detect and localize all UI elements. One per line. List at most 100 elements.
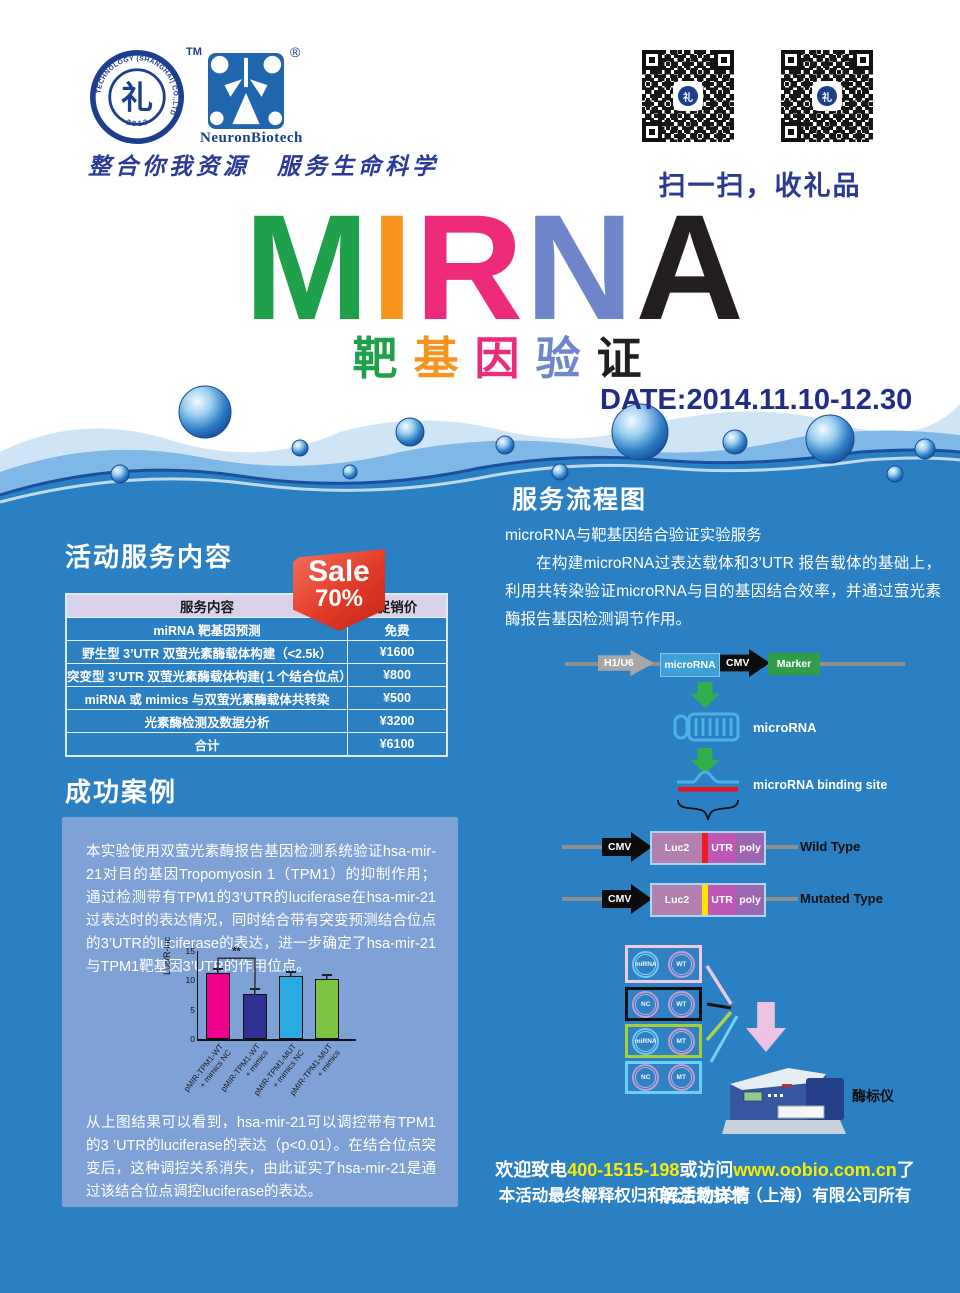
promo-date: DATE:2014.11.10-12.30 — [600, 384, 913, 416]
footer-contact-line: 欢迎致电400-1515-198或访问www.oobio.com.cn了解活动详… — [495, 1156, 915, 1208]
service-cell: miRNA 靶基因预测 — [67, 618, 348, 640]
promoter-label: CMV — [608, 841, 632, 853]
title-letter-a: A — [635, 183, 746, 351]
price-cell: ¥3200 — [379, 714, 415, 728]
luciferase-bar-chart: Luc/R-luc pMIR-TPM1-WT + mimics NC pMIR-T… — [162, 937, 356, 1097]
chart-ytick: 5 — [190, 1004, 195, 1015]
table-row: 光素酶检测及数据分析 ¥3200 — [67, 709, 446, 732]
success-heading: 成功案例 — [65, 777, 178, 807]
subtitle-char-2: 基 — [413, 333, 475, 384]
well-label: MT — [670, 1067, 692, 1088]
qr-pattern: 礼 — [642, 50, 734, 142]
pricing-table: 服务内容 促销价 miRNA 靶基因预测 免费 野生型 3’UTR 双萤光素酶载… — [65, 593, 448, 757]
well-label: NC — [635, 993, 657, 1015]
qr-finder-icon — [781, 122, 801, 142]
qr-center-logo-icon: 礼 — [814, 83, 840, 109]
error-bar — [322, 973, 332, 980]
well-label: miRNA — [635, 1030, 657, 1052]
luc2-box: Luc2 — [652, 885, 702, 915]
flow-desc-paragraph: 在构建microRNA过表达载体和3’UTR 报告载体的基础上，利用共转染验证m… — [505, 555, 941, 628]
title-letter-n: N — [525, 183, 636, 351]
plate-row-nc-mt: NC MT — [625, 1061, 702, 1094]
chart-ytick: 0 — [190, 1034, 195, 1044]
well-label: NC — [635, 1067, 657, 1088]
chart-ytick: 10 — [185, 975, 195, 986]
promoter-label: CMV — [726, 657, 750, 669]
table-row: 合计 ¥6100 — [67, 732, 446, 755]
footer-text: 了解活动详情 — [660, 1160, 915, 1206]
significance-label: ** — [232, 945, 241, 957]
footer-text: 欢迎致电 — [495, 1160, 568, 1180]
qr-finder-icon — [642, 50, 662, 70]
plate-row-mirna-wt: miRNA WT — [625, 945, 702, 983]
flow-description: microRNA与靶基因结合验证实验服务 在构建microRNA过表达载体和3’… — [505, 522, 941, 634]
service-cell: 合计 — [67, 733, 348, 755]
phone-number: 400-1515-198 — [567, 1160, 680, 1180]
qr-finder-icon — [781, 50, 801, 70]
page-title: MIRNA — [15, 192, 960, 342]
significance-bracket: ** — [217, 945, 256, 991]
utr-box: UTR — [708, 833, 736, 863]
success-conclusion: 从上图结果可以看到，hsa-mir-21可以调控带有TPM1的3 ’UTR的lu… — [86, 1115, 436, 1200]
subtitle-char-3: 因 — [474, 333, 536, 384]
well-mt: MT — [667, 1027, 695, 1055]
mutated-type-label: Mutated Type — [800, 891, 883, 906]
binding-site-label: microRNA binding site — [753, 778, 888, 792]
qr-pattern: 礼 — [781, 50, 873, 142]
well-nc: NC — [632, 1064, 660, 1091]
utr-box: UTR — [708, 885, 736, 915]
qr-center-glyph: 礼 — [817, 86, 837, 106]
promoter-label: H1/U6 — [604, 657, 634, 669]
reader-label: 酶标仪 — [852, 1088, 894, 1104]
qr-finder-icon — [642, 122, 662, 142]
svg-text:· 2 0 1 3 ·: · 2 0 1 3 · — [121, 116, 154, 128]
qr-code-left: 礼 — [637, 45, 739, 147]
well-nc: NC — [632, 990, 660, 1018]
title-letter-i: I — [371, 183, 415, 351]
gene-label: microRNA — [664, 659, 716, 671]
binding-site-icon — [677, 770, 739, 792]
error-bar — [286, 970, 296, 977]
success-panel: 本实验使用双萤光素酶报告基因检测系统验证hsa-mir-21对目的基因Tropo… — [62, 817, 458, 1207]
well-label: WT — [670, 993, 692, 1015]
plate-row-nc-wt: NC WT — [625, 987, 702, 1021]
promoter-label: CMV — [608, 893, 632, 905]
flow-heading: 服务流程图 — [512, 486, 648, 514]
microrna-label: microRNA — [753, 720, 817, 735]
service-cell: 突变型 3’UTR 双萤光素酶载体构建(１个结合位点） — [67, 664, 352, 686]
qr-center-logo-icon: 礼 — [675, 83, 701, 109]
success-intro: 本实验使用双萤光素酶报告基因检测系统验证hsa-mir-21对目的基因Tropo… — [86, 844, 436, 975]
service-cell: miRNA 或 mimics 与双萤光素酶载体共转染 — [67, 687, 348, 709]
footer-text: 或访问 — [679, 1160, 734, 1180]
neuronbiotech-wordmark: NeuronBiotech — [200, 130, 303, 146]
wild-type-construct: Luc2 UTR poly — [650, 831, 766, 865]
neuronbiotech-logo — [207, 52, 285, 130]
plate-row-mirna-mt: miRNA MT — [625, 1024, 702, 1058]
table-header-row: 服务内容 促销价 — [67, 595, 446, 617]
tm-mark: TM — [186, 46, 202, 58]
microrna-gene-box: microRNA — [660, 653, 720, 677]
binding-site-stripe-yellow — [702, 885, 708, 915]
chart-bar — [279, 975, 303, 1039]
subtitle-char-5: 证 — [596, 333, 658, 384]
well-label: WT — [670, 953, 692, 975]
microplate-reader-icon — [722, 1068, 846, 1134]
well-mt: MT — [667, 1064, 695, 1091]
table-row: 野生型 3’UTR 双萤光素酶载体构建（<2.5k） ¥1600 — [67, 640, 446, 663]
curly-brace-icon — [677, 799, 739, 821]
obio-center-glyph: 礼 — [121, 79, 153, 115]
price-cell: ¥500 — [383, 691, 411, 705]
page-subtitle: 靶基因验证 — [25, 322, 960, 387]
registered-mark: ® — [290, 44, 301, 60]
table-row: 突变型 3’UTR 双萤光素酶载体构建(１个结合位点） ¥800 — [67, 663, 446, 686]
qr-finder-icon — [853, 50, 873, 70]
binding-site-stripe-red — [702, 833, 708, 863]
qr-code-right: 礼 — [776, 45, 878, 147]
price-cell: ¥6100 — [379, 737, 415, 751]
chart-ytick: 15 — [185, 946, 195, 956]
well-mirna: miRNA — [632, 950, 660, 978]
marker-box: Marker — [768, 653, 820, 675]
mutated-type-construct: Luc2 UTR poly — [650, 883, 766, 917]
service-cell: 光素酶检测及数据分析 — [67, 710, 348, 732]
